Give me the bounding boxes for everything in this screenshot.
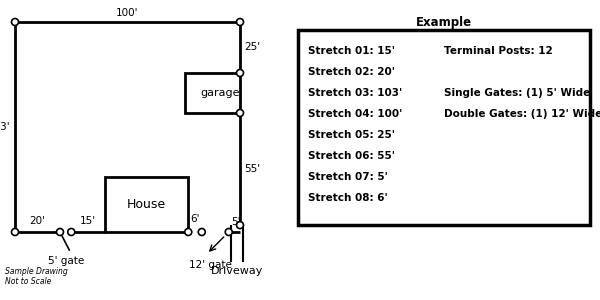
Text: Example: Example bbox=[416, 16, 472, 29]
Text: 20': 20' bbox=[29, 216, 46, 226]
Text: Terminal Posts: 12: Terminal Posts: 12 bbox=[444, 46, 553, 56]
Circle shape bbox=[236, 110, 244, 116]
Text: garage: garage bbox=[201, 88, 240, 98]
Text: Stretch 06: 55': Stretch 06: 55' bbox=[308, 151, 395, 161]
Circle shape bbox=[236, 70, 244, 76]
Bar bbox=[185, 73, 240, 113]
Text: 100': 100' bbox=[116, 8, 139, 18]
Text: Double Gates: (1) 12' Wide: Double Gates: (1) 12' Wide bbox=[444, 109, 600, 119]
Text: Stretch 04: 100': Stretch 04: 100' bbox=[308, 109, 403, 119]
Text: Stretch 03: 103': Stretch 03: 103' bbox=[308, 88, 403, 98]
Text: 5' gate: 5' gate bbox=[47, 256, 84, 266]
Text: 15': 15' bbox=[80, 216, 96, 226]
Circle shape bbox=[225, 229, 232, 236]
Text: Single Gates: (1) 5' Wide: Single Gates: (1) 5' Wide bbox=[444, 88, 590, 98]
Text: 25': 25' bbox=[244, 43, 260, 52]
Circle shape bbox=[11, 229, 19, 236]
Circle shape bbox=[236, 222, 244, 229]
Text: 103': 103' bbox=[0, 122, 10, 132]
Circle shape bbox=[56, 229, 64, 236]
Text: Stretch 01: 15': Stretch 01: 15' bbox=[308, 46, 395, 56]
Text: House: House bbox=[127, 198, 166, 211]
Circle shape bbox=[185, 229, 192, 236]
Text: 6': 6' bbox=[190, 214, 200, 224]
Circle shape bbox=[236, 19, 244, 26]
Bar bbox=[105, 177, 188, 232]
Text: Sample Drawing
Not to Scale: Sample Drawing Not to Scale bbox=[5, 267, 68, 286]
Text: Stretch 02: 20': Stretch 02: 20' bbox=[308, 67, 395, 77]
Text: 55': 55' bbox=[244, 164, 260, 174]
Text: Driveway: Driveway bbox=[211, 266, 263, 276]
Circle shape bbox=[11, 19, 19, 26]
Text: 5': 5' bbox=[231, 217, 240, 227]
Bar bbox=[298, 30, 590, 225]
Text: Stretch 05: 25': Stretch 05: 25' bbox=[308, 130, 395, 140]
Circle shape bbox=[68, 229, 75, 236]
Text: Stretch 08: 6': Stretch 08: 6' bbox=[308, 193, 388, 203]
Circle shape bbox=[198, 229, 205, 236]
Text: 12' gate: 12' gate bbox=[189, 260, 232, 270]
Text: Stretch 07: 5': Stretch 07: 5' bbox=[308, 172, 388, 182]
